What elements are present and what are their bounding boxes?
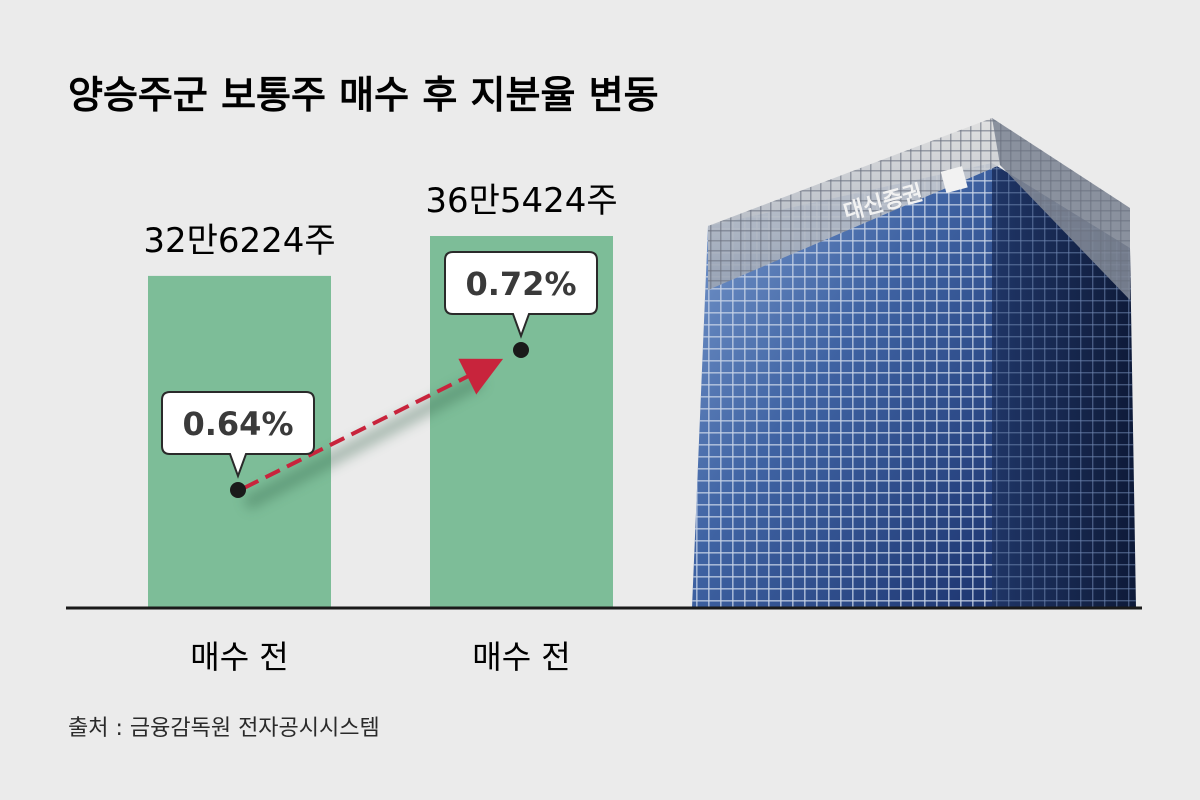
category-label-2: 매수 전 [472, 638, 571, 676]
building-illustration: 대신증권 [692, 118, 1136, 608]
ownership-callout-2 [444, 251, 598, 339]
source-note: 출처 : 금융감독원 전자공시시스템 [68, 716, 380, 741]
bar-value-label-2: 36만5424주 [425, 181, 617, 221]
chart-title: 양승주군 보통주 매수 후 지분율 변동 [68, 73, 659, 117]
bar-value-label-1: 32만6224주 [143, 221, 335, 261]
building-front-windows [692, 163, 992, 608]
category-label-1: 매수 전 [190, 638, 289, 676]
change-arrow [243, 358, 504, 490]
building-side-windows [992, 163, 1136, 608]
overlay-group: 0.64% 0.72% [161, 251, 598, 511]
category-labels: 매수 전 매수 전 [190, 638, 571, 676]
ownership-callout-1 [161, 391, 315, 479]
ownership-dot-2 [513, 342, 529, 358]
ownership-dot-1 [230, 482, 246, 498]
ownership-label-2: 0.72% [465, 265, 576, 303]
arrow-shadow [242, 373, 485, 511]
ownership-label-1: 0.64% [182, 405, 293, 443]
building-logo-icon [940, 166, 968, 194]
